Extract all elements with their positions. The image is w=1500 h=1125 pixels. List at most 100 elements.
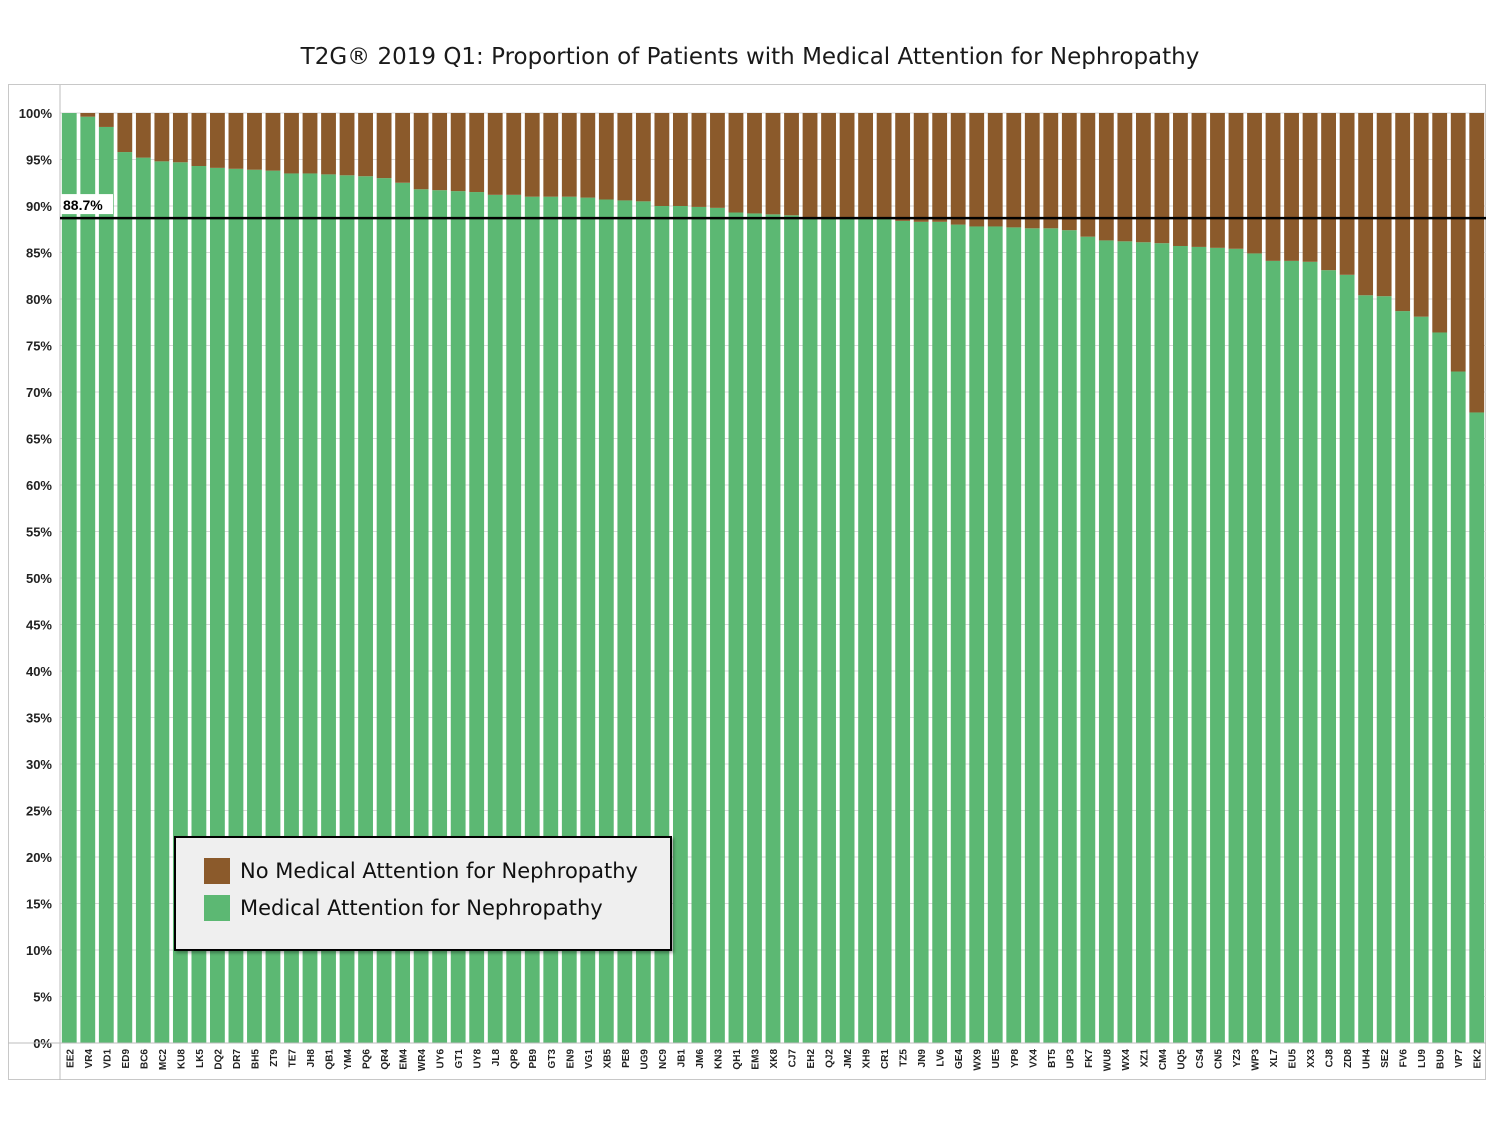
bar-medical-attention — [1413, 316, 1429, 1043]
bar-medical-attention — [135, 157, 151, 1043]
x-tick-label: BU9 — [1436, 1049, 1447, 1069]
bar-medical-attention — [1080, 236, 1096, 1043]
bar-medical-attention — [302, 173, 318, 1043]
bar-no-medical-attention — [598, 113, 614, 200]
x-tick-label: QB1 — [325, 1049, 336, 1070]
bar-no-medical-attention — [524, 113, 540, 197]
x-tick-label: EU5 — [1288, 1049, 1299, 1069]
bar-medical-attention — [1339, 274, 1355, 1043]
bar-no-medical-attention — [765, 113, 781, 215]
bar-medical-attention — [950, 224, 966, 1044]
x-tick-label: CS4 — [1195, 1049, 1206, 1069]
bar-medical-attention — [1024, 228, 1040, 1043]
x-tick-label: XB5 — [602, 1049, 613, 1069]
bar-no-medical-attention — [1321, 113, 1336, 271]
x-tick-label: WP3 — [1251, 1049, 1262, 1071]
bar-no-medical-attention — [247, 113, 262, 170]
x-tick-label: JM6 — [695, 1049, 706, 1069]
bar-medical-attention — [1376, 296, 1392, 1044]
x-tick-label: WX4 — [1121, 1049, 1132, 1071]
bar-medical-attention — [1450, 371, 1466, 1043]
x-tick-label: MC2 — [158, 1049, 169, 1071]
bar-no-medical-attention — [450, 113, 466, 192]
bar-medical-attention — [987, 226, 1003, 1043]
bar-medical-attention — [395, 182, 411, 1043]
bar-medical-attention — [876, 219, 892, 1043]
bar-no-medical-attention — [617, 113, 633, 201]
x-tick-label: QH1 — [732, 1049, 743, 1070]
bar-medical-attention — [228, 168, 244, 1044]
x-tick-label: FK7 — [1084, 1049, 1095, 1068]
bar-medical-attention — [1061, 230, 1077, 1043]
bar-medical-attention — [969, 226, 985, 1043]
bar-medical-attention — [1469, 412, 1485, 1044]
bar-medical-attention — [858, 219, 874, 1043]
bar-medical-attention — [284, 173, 299, 1043]
axes: 0%5%10%15%20%25%30%35%40%45%50%55%60%65%… — [8, 85, 1486, 1080]
bar-medical-attention — [784, 215, 799, 1044]
x-tick-label: XX3 — [1306, 1049, 1317, 1068]
x-tick-label: UY8 — [473, 1049, 484, 1069]
x-tick-label: QP8 — [510, 1049, 521, 1069]
bar-no-medical-attention — [932, 113, 948, 222]
bar-no-medical-attention — [1284, 113, 1299, 261]
legend-swatch-no-attention — [204, 858, 230, 884]
bar-medical-attention — [469, 192, 485, 1044]
bar-medical-attention — [802, 218, 818, 1044]
bar-medical-attention — [1284, 260, 1299, 1043]
bar-no-medical-attention — [1043, 113, 1059, 229]
chart-title: T2G® 2019 Q1: Proportion of Patients wit… — [300, 44, 1200, 70]
bar-no-medical-attention — [302, 113, 318, 174]
bar-no-medical-attention — [487, 113, 503, 195]
bar-medical-attention — [617, 200, 633, 1044]
x-tick-label: PQ6 — [362, 1049, 373, 1069]
bar-no-medical-attention — [802, 113, 818, 219]
x-tick-label: UY6 — [436, 1049, 447, 1069]
bar-medical-attention — [1043, 228, 1059, 1043]
bar-medical-attention — [839, 218, 855, 1044]
y-tick-label: 20% — [26, 850, 52, 865]
x-tick-label: SE2 — [1380, 1049, 1391, 1068]
x-tick-label: CR1 — [880, 1049, 891, 1069]
y-tick-label: 40% — [26, 664, 52, 679]
x-tick-label: QJ2 — [825, 1049, 836, 1068]
x-tick-label: XK8 — [769, 1049, 780, 1069]
bar-medical-attention — [654, 206, 670, 1043]
y-tick-label: 80% — [26, 292, 52, 307]
y-tick-label: 10% — [26, 943, 52, 958]
bar-no-medical-attention — [1265, 113, 1281, 261]
bar-series — [61, 113, 1485, 1044]
bar-no-medical-attention — [1450, 113, 1466, 372]
bar-medical-attention — [1302, 261, 1318, 1043]
bar-no-medical-attention — [1191, 113, 1207, 247]
bar-medical-attention — [450, 191, 466, 1043]
x-tick-label: JH8 — [306, 1049, 317, 1068]
legend-item-no-attention: No Medical Attention for Nephropathy — [204, 858, 638, 884]
x-tick-label: BC6 — [139, 1049, 150, 1069]
x-tick-label: EM4 — [399, 1049, 410, 1070]
bar-no-medical-attention — [1432, 113, 1448, 333]
bar-medical-attention — [635, 201, 651, 1044]
x-tick-label: DR7 — [232, 1049, 243, 1069]
bar-medical-attention — [1358, 295, 1374, 1043]
bar-no-medical-attention — [1210, 113, 1225, 248]
bar-no-medical-attention — [1302, 113, 1318, 262]
bar-no-medical-attention — [395, 113, 411, 183]
bar-no-medical-attention — [1395, 113, 1411, 312]
bar-medical-attention — [1006, 227, 1022, 1043]
x-tick-label: JB1 — [676, 1049, 687, 1068]
bar-medical-attention — [80, 116, 96, 1044]
y-tick-label: 60% — [26, 478, 52, 493]
bar-no-medical-attention — [135, 113, 151, 158]
bar-medical-attention — [358, 176, 373, 1044]
bar-medical-attention — [1395, 311, 1411, 1044]
bar-no-medical-attention — [672, 113, 688, 206]
bar-no-medical-attention — [561, 113, 577, 197]
x-tick-label: ZD8 — [1343, 1049, 1354, 1068]
x-tick-label: JN9 — [917, 1049, 928, 1068]
x-tick-label: KN3 — [713, 1049, 724, 1069]
bar-no-medical-attention — [747, 113, 762, 214]
x-tick-label: VX4 — [1028, 1049, 1039, 1068]
bar-no-medical-attention — [635, 113, 651, 202]
